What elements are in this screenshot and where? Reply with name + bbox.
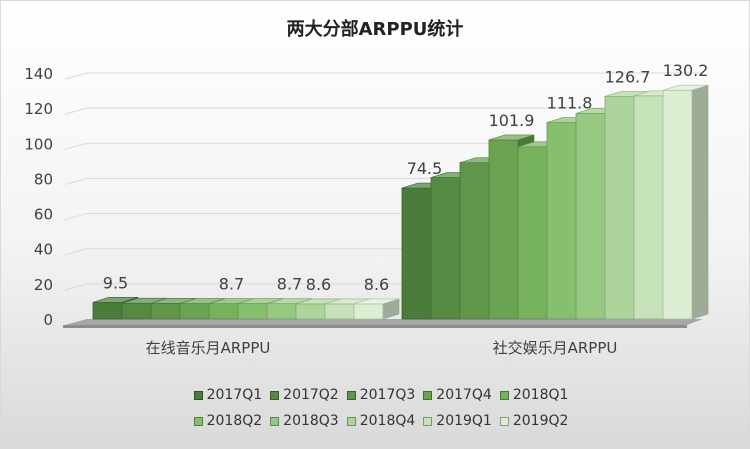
legend-swatch	[346, 390, 356, 400]
legend-swatch	[193, 390, 203, 400]
legend-item: 2017Q1	[193, 387, 263, 403]
legend-label: 2018Q4	[359, 413, 416, 429]
y-tick-label: 20	[34, 276, 53, 294]
bar-front	[459, 162, 490, 320]
bar-top	[488, 134, 535, 141]
legend-label: 2018Q2	[206, 413, 263, 429]
legend-row: 2018Q2 2018Q3 2018Q4 2019Q1 2019Q2	[131, 408, 631, 434]
data-label: 9.5	[103, 273, 128, 292]
legend-item: 2018Q3	[270, 413, 339, 429]
y-tick-label: 40	[34, 241, 53, 259]
y-tick-label: 80	[34, 170, 53, 188]
bar-front	[121, 302, 152, 320]
floor	[65, 319, 703, 325]
legend-swatch	[499, 390, 509, 400]
legend-item: 2017Q2	[270, 387, 339, 403]
bar-side	[691, 84, 709, 320]
bar-front	[633, 95, 664, 320]
legend-label: 2017Q4	[436, 387, 492, 403]
data-label: 8.7	[219, 275, 244, 294]
legend-item: 2019Q2	[499, 413, 569, 429]
gridline	[64, 72, 703, 80]
legend-swatch	[499, 416, 509, 426]
bar-front	[208, 303, 239, 320]
legend-item: 2017Q3	[346, 387, 416, 403]
bar-front	[179, 303, 210, 320]
bar-top	[353, 298, 400, 305]
legend-item: 2017Q4	[423, 387, 492, 403]
legend-swatch	[423, 390, 433, 400]
bar-front	[488, 139, 519, 320]
y-tick-label: 0	[43, 311, 53, 329]
legend-label: 2017Q2	[283, 387, 339, 403]
bar-front	[430, 177, 461, 320]
legend-label: 2017Q3	[359, 387, 416, 403]
bar-front	[353, 303, 384, 320]
data-label: 111.8	[547, 94, 593, 113]
bar-front	[401, 187, 432, 320]
legend-swatch	[270, 416, 280, 426]
legend-label: 2019Q1	[436, 413, 492, 429]
x-category-label: 社交娱乐月ARPPU	[493, 339, 618, 357]
data-label: 74.5	[407, 159, 443, 178]
data-label: 8.6	[364, 275, 389, 294]
legend-item: 2018Q2	[193, 413, 263, 429]
y-tick-label: 60	[34, 206, 53, 224]
legend-swatch	[423, 416, 433, 426]
data-label: 130.2	[663, 61, 709, 80]
bar-front	[662, 89, 693, 320]
bar-front	[266, 303, 297, 320]
legend-label: 2018Q3	[283, 413, 339, 429]
data-label: 101.9	[489, 111, 535, 130]
legend-swatch	[270, 390, 280, 400]
legend-label: 2018Q1	[512, 387, 569, 403]
bar-front	[604, 95, 635, 320]
legend-item: 2018Q4	[346, 413, 416, 429]
bar-front	[237, 303, 268, 320]
bar-front	[575, 113, 606, 320]
bar-front	[295, 303, 326, 320]
bar-front	[92, 301, 123, 320]
legend-item: 2019Q1	[423, 413, 492, 429]
bar	[662, 84, 709, 320]
legend-label: 2017Q1	[206, 387, 263, 403]
legend-row: 2017Q1 2017Q2 2017Q3 2017Q4 2018Q1	[131, 382, 631, 408]
chart-title: 两大分部ARPPU统计	[286, 19, 464, 40]
gridline	[64, 107, 703, 115]
y-tick-label: 120	[24, 100, 53, 118]
data-label: 126.7	[605, 67, 651, 86]
bar	[353, 298, 400, 320]
legend-swatch	[346, 416, 356, 426]
bar-front	[546, 122, 577, 320]
bar-front	[150, 302, 181, 320]
y-tick-label: 140	[24, 65, 53, 83]
bar-top	[92, 297, 139, 303]
bar-front	[324, 303, 355, 320]
bar-top	[662, 84, 709, 91]
legend-label: 2019Q2	[512, 413, 569, 429]
data-label: 8.6	[306, 275, 331, 294]
legend-item: 2018Q1	[499, 387, 569, 403]
legend-swatch	[193, 416, 203, 426]
legend: 2017Q1 2017Q2 2017Q3 2017Q4 2018Q1 2018Q2 201…	[131, 382, 631, 434]
floor-edge	[63, 325, 687, 328]
data-label: 8.7	[277, 275, 302, 294]
x-category-label: 在线音乐月ARPPU	[146, 339, 271, 357]
bar-front	[517, 146, 548, 320]
y-tick-label: 100	[24, 135, 53, 153]
